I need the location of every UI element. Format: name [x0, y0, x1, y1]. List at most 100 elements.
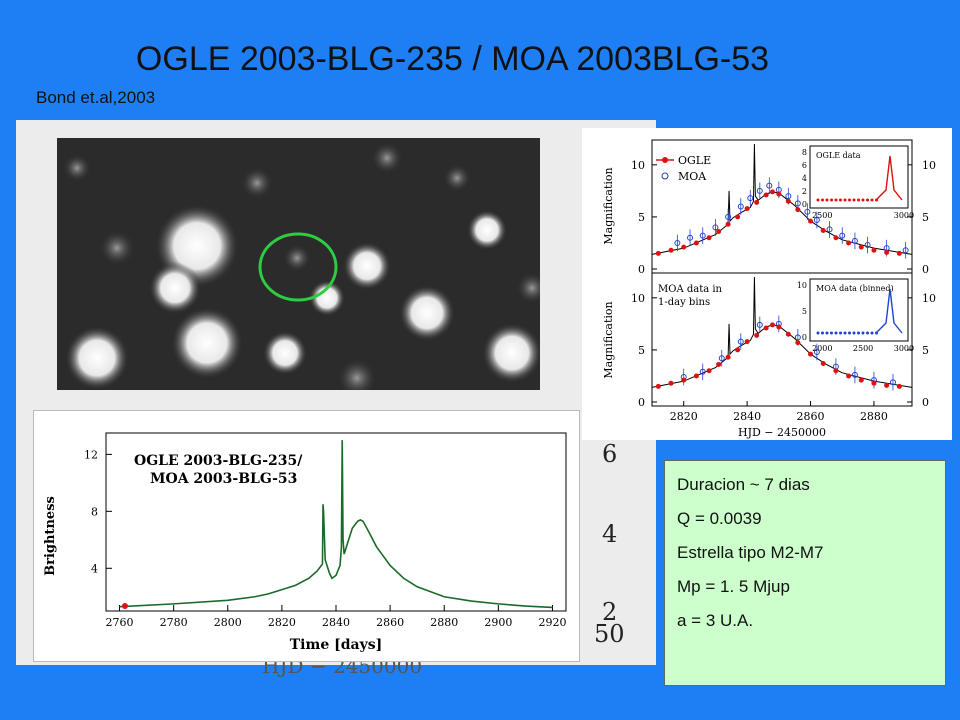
ogle-point — [693, 373, 699, 379]
moa-point — [889, 379, 896, 386]
model-curve-top — [651, 143, 913, 255]
legend-ogle-label: OGLE — [678, 154, 711, 167]
y-tick-label: 4 — [91, 562, 98, 575]
inset-point — [825, 331, 829, 335]
legend-moa-marker — [661, 172, 669, 180]
inset-point — [839, 331, 842, 335]
info-star-type: Estrella tipo M2-M7 — [677, 543, 824, 562]
x-tick-label: 2840 — [733, 410, 761, 423]
x-tick-label: 2800 — [214, 616, 242, 629]
moa-point — [864, 242, 871, 249]
ogle-point — [896, 250, 902, 256]
inset-y-tick-label: 2 — [802, 187, 807, 196]
ogle-point — [795, 340, 801, 346]
inset-point — [848, 331, 851, 335]
plot-frame-bottom — [651, 272, 913, 407]
star — [241, 167, 273, 199]
inset-y-tick-label: 6 — [802, 161, 807, 170]
inset-point — [870, 198, 874, 202]
x-tick-label: 2860 — [376, 616, 404, 629]
star — [99, 230, 135, 266]
ogle-point — [808, 351, 814, 357]
ogle-point — [776, 324, 782, 330]
moa-point — [794, 334, 801, 341]
star — [467, 210, 507, 250]
inset-point — [821, 198, 824, 202]
x-tick-label: 2900 — [484, 616, 512, 629]
inset-point — [825, 198, 829, 202]
y-tick-label-bottom: 5 — [638, 344, 645, 357]
ogle-point — [735, 214, 741, 220]
moa-point — [756, 187, 763, 194]
y-tick-label-bottom: 10 — [631, 292, 645, 305]
moa-point — [747, 195, 754, 202]
y-tick-label-right-bottom: 0 — [922, 396, 929, 409]
brightness-chart-panel: OGLE 2003-BLG-235/ MOA 2003-BLG-53 Brigh… — [33, 410, 580, 662]
y-tick-label-top: 5 — [638, 211, 645, 224]
moa-point — [756, 321, 763, 328]
star — [171, 307, 243, 379]
ogle-point — [681, 244, 687, 250]
ogle-point — [655, 383, 661, 389]
ogle-point — [896, 383, 902, 389]
x-tick-label: 2920 — [538, 616, 566, 629]
moa-point — [699, 232, 706, 239]
ogle-point — [668, 380, 674, 386]
ogle-point — [884, 382, 890, 388]
info-mass-ratio: Q = 0.0039 — [677, 509, 762, 528]
star — [63, 154, 91, 182]
inset-title-top: OGLE data — [816, 151, 861, 160]
moa-point — [813, 349, 820, 355]
moa-point — [851, 371, 858, 378]
info-separation: a = 3 U.A. — [677, 611, 754, 630]
moa-point — [699, 368, 706, 375]
ogle-point — [833, 368, 839, 374]
inset-point — [870, 331, 874, 335]
star — [399, 285, 455, 341]
ogle-point — [808, 218, 814, 224]
ogle-point — [769, 189, 775, 195]
y-tick-label-top: 0 — [638, 263, 645, 276]
inset-point — [834, 198, 838, 202]
x-tick-label: 2760 — [106, 616, 134, 629]
moa-point — [737, 203, 744, 210]
ogle-point — [655, 250, 661, 256]
ogle-point — [754, 199, 760, 205]
ogle-point — [735, 347, 741, 353]
inset-point — [861, 198, 865, 202]
magnification-chart-panel: Magnification Magnification OGLE MOA MOA… — [582, 128, 952, 440]
star — [337, 358, 377, 390]
moa-point — [737, 338, 744, 345]
ogle-point — [776, 191, 782, 197]
inset-x-tick-label: 2500 — [812, 211, 832, 220]
ogle-point — [858, 377, 864, 383]
star — [149, 262, 201, 314]
inset-point — [857, 198, 860, 202]
brightness-chart: OGLE 2003-BLG-235/ MOA 2003-BLG-53 Brigh… — [43, 432, 567, 653]
y-tick-label-right-top: 5 — [922, 211, 929, 224]
ogle-point — [744, 339, 750, 345]
citation: Bond et.al,2003 — [36, 88, 156, 107]
info-planet-mass: Mp = 1. 5 Mjup — [677, 577, 790, 596]
x-tick-label: 2880 — [860, 410, 888, 423]
ogle-point — [785, 331, 791, 337]
inset-point — [852, 198, 856, 202]
ogle-point — [820, 360, 826, 366]
ghost-axis-label-2: 2 — [602, 598, 618, 626]
inset-y-tick-label: 10 — [797, 281, 807, 290]
inset-point — [839, 198, 842, 202]
ogle-point — [706, 235, 712, 241]
moa-point — [785, 193, 792, 200]
annotation-line-1: MOA data in — [658, 284, 723, 295]
ogle-point — [725, 354, 731, 360]
moa-point — [804, 208, 811, 215]
star — [309, 280, 345, 316]
star-field — [63, 142, 540, 390]
inset-y-tick-label: 8 — [802, 148, 807, 157]
inset-title-bottom: MOA data (binned) — [816, 284, 894, 293]
inset-point — [830, 198, 833, 202]
chart-title-line-1: OGLE 2003-BLG-235/ — [134, 453, 303, 469]
moa-point — [674, 239, 681, 246]
ogle-point — [871, 380, 877, 386]
y-tick-label-right-bottom: 10 — [922, 292, 936, 305]
